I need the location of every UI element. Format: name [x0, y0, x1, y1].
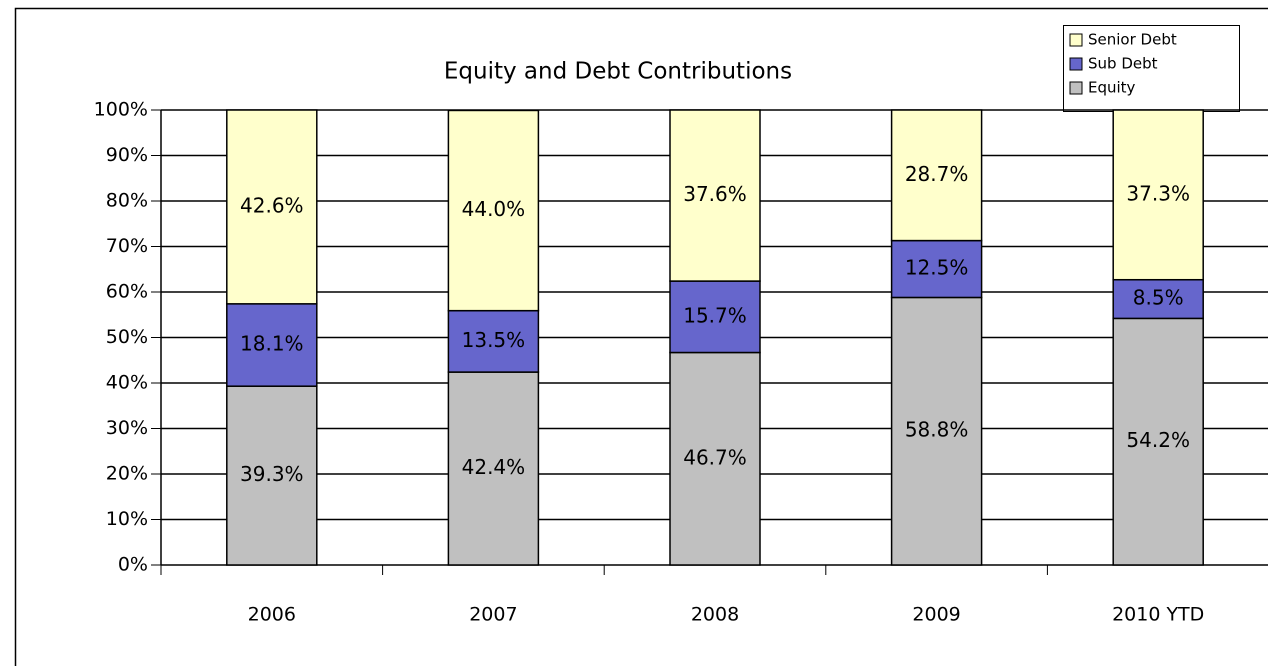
legend-label: Senior Debt [1088, 31, 1177, 49]
bar-segment [890, 239, 983, 299]
bar-segment [669, 109, 761, 282]
chart-title: Equity and Debt Contributions [444, 59, 792, 85]
value-label: 15.7% [683, 303, 747, 327]
value-label: 13.5% [462, 328, 526, 352]
value-label: 42.4% [462, 455, 526, 479]
value-label: 39.3% [240, 462, 304, 486]
y-tick-label: 30% [106, 417, 148, 439]
legend-swatch [1069, 81, 1083, 95]
y-tick-label: 10% [106, 508, 148, 530]
y-tick-label: 50% [106, 326, 148, 348]
bar-segment [890, 109, 983, 242]
legend-swatch [1069, 33, 1083, 47]
bar-segment [226, 303, 318, 387]
y-tick-label: 80% [106, 190, 148, 212]
legend-swatch [1069, 57, 1083, 71]
value-label: 8.5% [1133, 286, 1184, 310]
bar-segment [447, 309, 540, 373]
y-tick-label: 0% [118, 554, 148, 576]
value-label: 58.8% [905, 418, 969, 442]
x-tick-label: 2009 [912, 604, 960, 626]
value-label: 18.1% [240, 332, 304, 356]
bar-segment [1112, 109, 1204, 281]
x-tick-label: 2007 [469, 604, 517, 626]
legend-label: Equity [1088, 79, 1136, 97]
x-tick-label: 2010 YTD [1112, 604, 1204, 626]
bar-segment [226, 385, 318, 566]
y-tick-label: 40% [106, 372, 148, 394]
value-label: 28.7% [905, 162, 969, 186]
value-label: 37.3% [1126, 181, 1190, 205]
legend-label: Sub Debt [1088, 55, 1158, 73]
bar-segment [447, 109, 540, 312]
value-label: 44.0% [462, 197, 526, 221]
value-label: 12.5% [905, 256, 969, 280]
y-tick-label: 100% [94, 99, 148, 121]
bar-segment [890, 296, 983, 566]
bar-segment [226, 109, 318, 305]
value-label: 42.6% [240, 193, 304, 217]
x-tick-label: 2006 [248, 604, 296, 626]
bar-segment [669, 351, 761, 566]
bar-segment [447, 371, 540, 566]
y-tick-label: 60% [106, 281, 148, 303]
value-label: 46.7% [683, 445, 747, 469]
x-tick-label: 2008 [691, 604, 739, 626]
value-label: 54.2% [1126, 428, 1190, 452]
y-tick-label: 20% [106, 463, 148, 485]
value-label: 37.6% [683, 182, 747, 206]
y-tick-label: 90% [106, 144, 148, 166]
legend-box [1063, 25, 1240, 112]
y-tick-label: 70% [106, 235, 148, 257]
